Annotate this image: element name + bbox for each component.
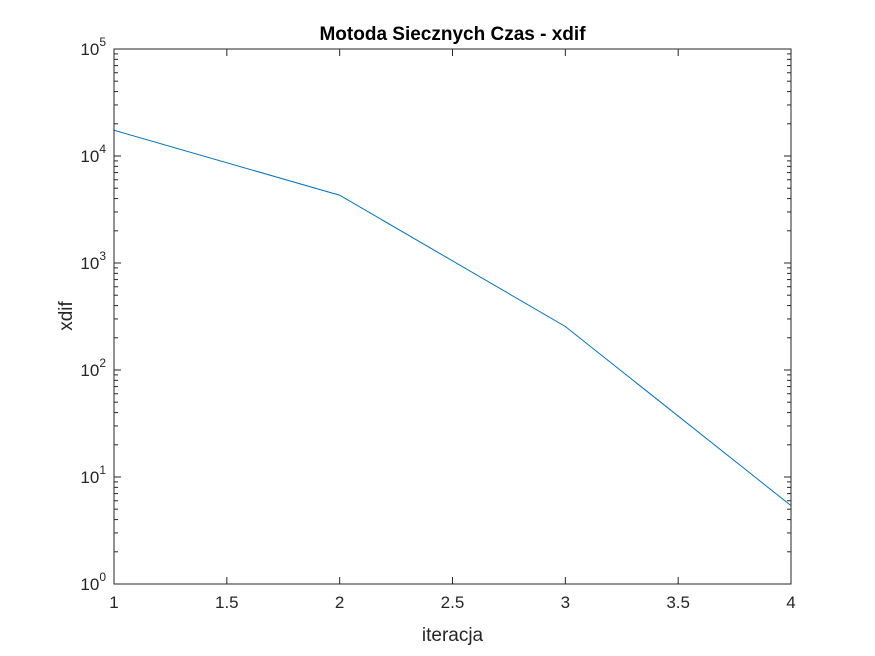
x-axis-label: iteracja bbox=[422, 625, 484, 646]
axes-box bbox=[113, 48, 792, 585]
x-tick-label: 3 bbox=[561, 593, 570, 612]
plot-background bbox=[114, 49, 791, 584]
x-axis-ticks: 1 1.5 2 2.5 3 3.5 4 bbox=[109, 49, 796, 612]
y-tick-label: 100 bbox=[80, 570, 106, 594]
x-tick-label: 2 bbox=[335, 593, 344, 612]
x-tick-label: 1 bbox=[109, 593, 118, 612]
y-tick-label: 103 bbox=[80, 249, 106, 273]
y-axis-ticks: 100 101 102 103 104 105 bbox=[80, 35, 791, 594]
y-tick-label: 102 bbox=[80, 356, 106, 380]
series-layer bbox=[113, 129, 792, 507]
y-tick-label: 105 bbox=[80, 35, 106, 59]
series-line bbox=[113, 129, 792, 507]
y-tick-label: 101 bbox=[80, 463, 106, 487]
y-tick-label: 104 bbox=[80, 142, 106, 166]
x-tick-label: 2.5 bbox=[441, 593, 465, 612]
y-axis-label: xdif bbox=[56, 301, 77, 331]
x-tick-label: 4 bbox=[786, 593, 795, 612]
x-tick-label: 1.5 bbox=[215, 593, 239, 612]
chart-title: Motoda Siecznych Czas - xdif bbox=[319, 24, 586, 45]
x-tick-label: 3.5 bbox=[666, 593, 690, 612]
